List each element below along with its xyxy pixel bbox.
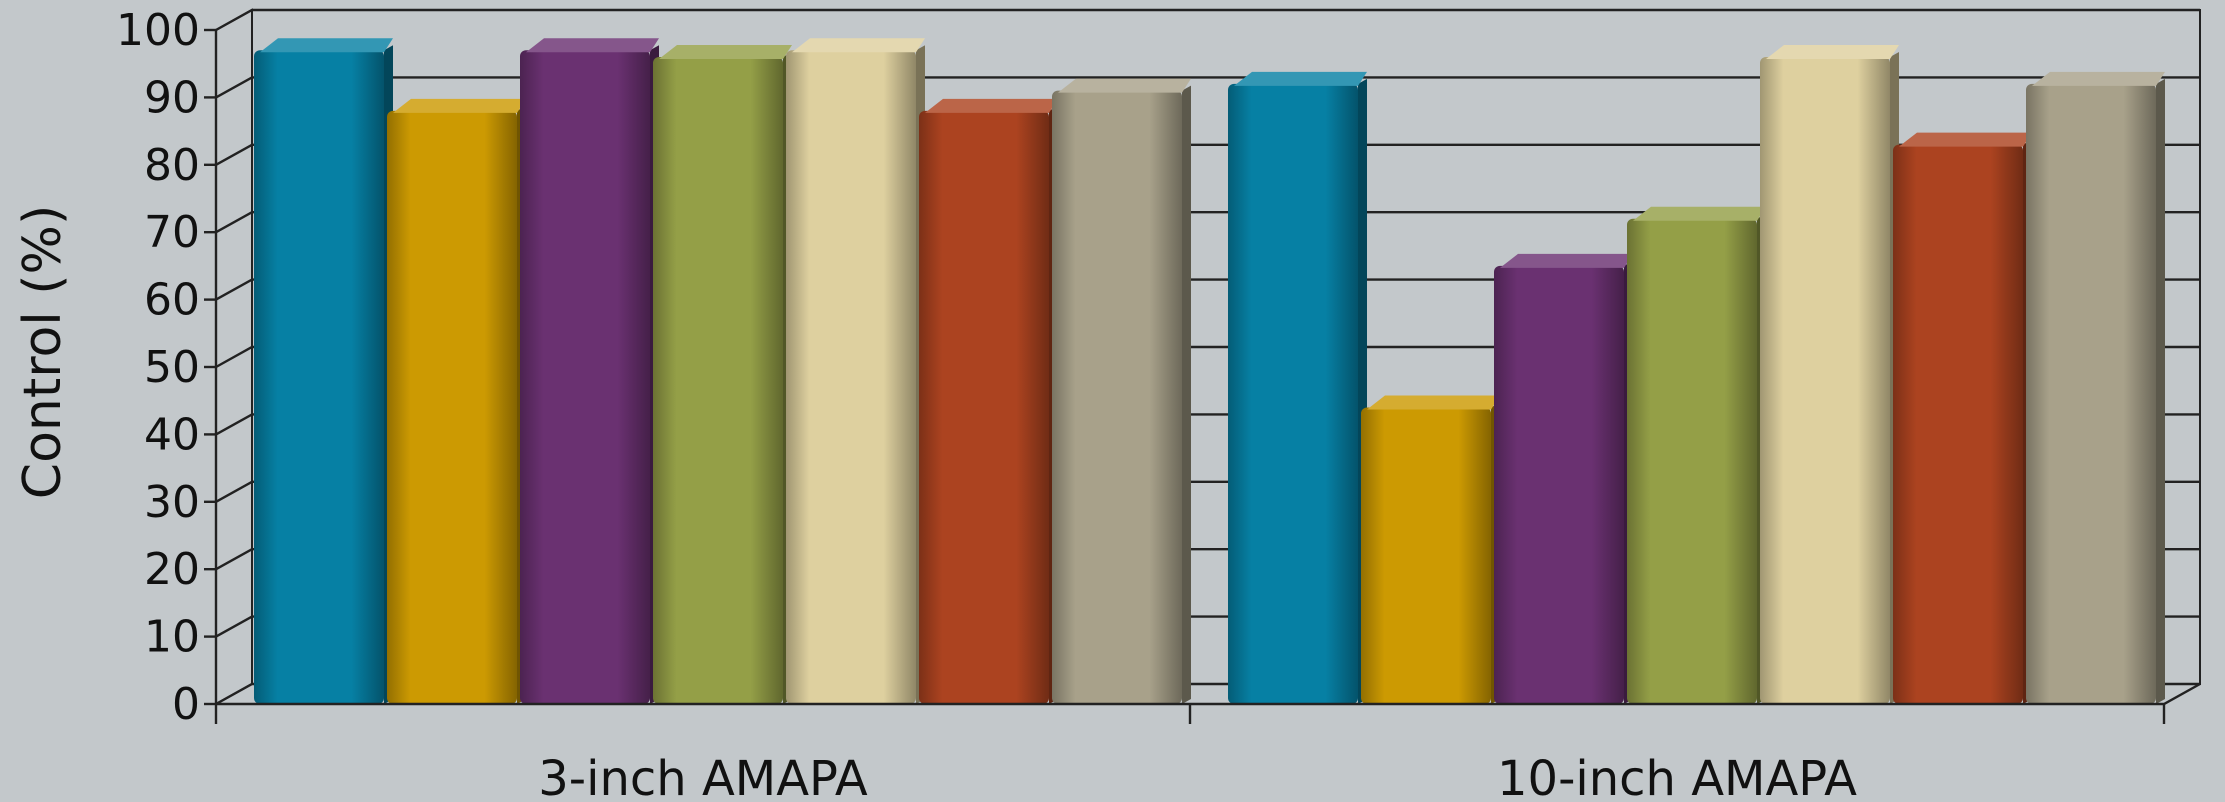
bar: [653, 44, 792, 704]
bar: [1893, 132, 2032, 704]
y-tick-labels: 0 10 20 30 40 50 60 70 80 90 100: [116, 5, 200, 730]
y-axis-title: Control (%): [13, 205, 73, 499]
bar: [1052, 78, 1191, 704]
y-tick-label: 10: [144, 612, 200, 663]
bar: [387, 98, 526, 704]
bar: [1228, 71, 1367, 705]
bar: [2026, 71, 2165, 705]
axes: [204, 28, 2201, 724]
gridline: [215, 8, 2200, 32]
x-category-label: 10-inch AMAPA: [1497, 751, 1857, 802]
y-tick-label: 40: [144, 409, 200, 460]
x-category-label: 3-inch AMAPA: [538, 751, 868, 802]
gridline: [215, 143, 2200, 166]
y-tick-label: 70: [144, 207, 200, 258]
x-category-labels: 3-inch AMAPA 10-inch AMAPA: [538, 751, 1857, 802]
y-tick-label: 0: [172, 679, 200, 730]
bar: [1361, 395, 1500, 704]
y-tick-label: 60: [144, 275, 200, 326]
bars: [254, 38, 2165, 705]
gridline: [215, 76, 2200, 99]
bar: [254, 38, 393, 705]
bar: [1494, 253, 1633, 704]
y-tick-label: 100: [116, 5, 200, 56]
bar: [1760, 44, 1899, 704]
bar: [1627, 206, 1766, 704]
y-tick-label: 50: [144, 342, 200, 393]
bar: [520, 38, 659, 705]
bar: [919, 98, 1058, 704]
gridline: [215, 210, 2200, 234]
y-tick-label: 80: [144, 140, 200, 191]
y-tick-label: 90: [144, 72, 200, 123]
bar: [786, 38, 925, 705]
y-tick-label: 20: [144, 544, 200, 595]
y-tick-label: 30: [144, 477, 200, 528]
